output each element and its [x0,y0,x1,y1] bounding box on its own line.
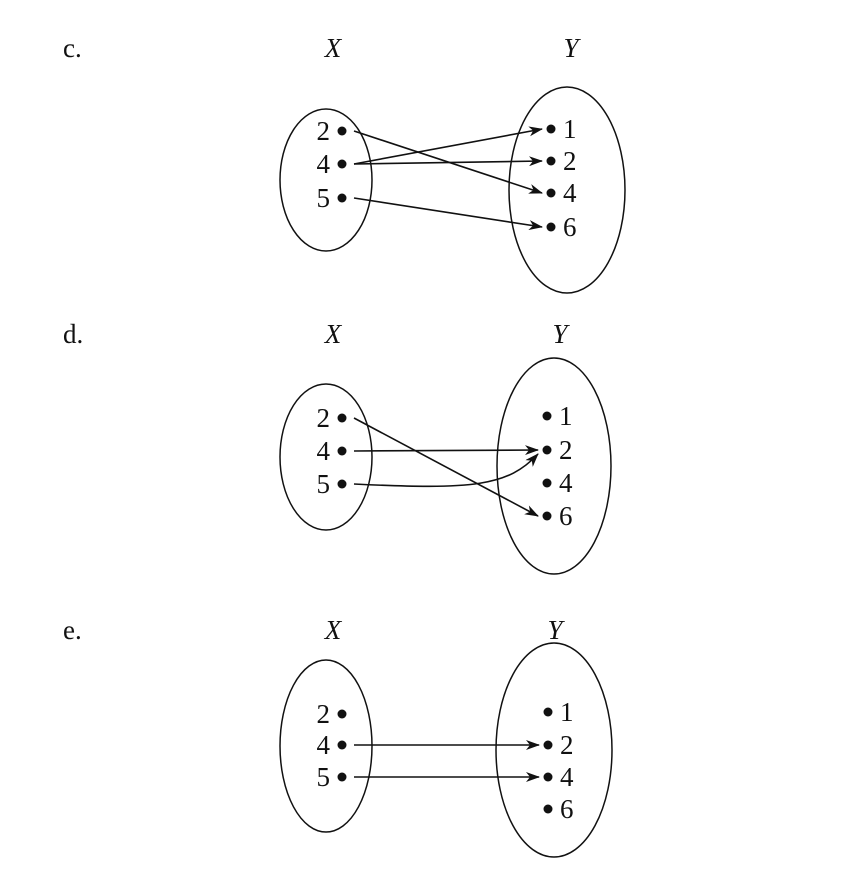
domain-element-label: 5 [317,469,331,499]
domain-element-dot [337,709,347,719]
codomain-set-ellipse [508,86,626,294]
domain-element-label: 5 [317,183,331,213]
mapping-arrow [353,156,543,167]
domain-element-label: 4 [317,436,331,466]
codomain-element-dot [542,478,552,488]
domain-element-dot [337,193,347,203]
mapping-arrow [353,197,543,230]
codomain-element-label: 2 [560,730,574,760]
domain-set-ellipse [279,659,373,833]
codomain-element-label: 1 [560,697,574,727]
domain-set-ellipse [279,108,373,252]
part-label: d. [63,319,83,349]
mapping-arrow [353,417,539,517]
codomain-element-label: 1 [559,401,573,431]
codomain-element-dot [546,222,556,232]
domain-element-label: 5 [317,762,331,792]
codomain-element-dot [542,511,552,521]
codomain-label: Y [563,33,581,63]
codomain-element-label: 4 [560,762,574,792]
codomain-element-label: 4 [563,178,577,208]
codomain-element-label: 2 [563,146,577,176]
codomain-element-dot [546,188,556,198]
domain-element-label: 4 [317,730,331,760]
codomain-label: Y [547,615,565,645]
mapping-arrow [353,126,543,165]
domain-element-label: 2 [317,699,331,729]
domain-label: X [324,615,343,645]
codomain-element-dot [543,772,553,782]
part-label: c. [63,33,82,63]
codomain-element-dot [546,156,556,166]
mapping-arrow [353,453,539,488]
domain-set-ellipse [279,383,373,531]
codomain-label: Y [552,319,570,349]
codomain-element-label: 6 [559,501,573,531]
part-label: e. [63,615,82,645]
codomain-element-dot [543,740,553,750]
codomain-element-dot [542,445,552,455]
codomain-element-label: 6 [563,212,577,242]
domain-element-dot [337,446,347,456]
domain-element-dot [337,413,347,423]
codomain-set-ellipse [496,357,612,575]
domain-element-dot [337,159,347,169]
domain-element-label: 2 [317,403,331,433]
domain-element-dot [337,740,347,750]
mapping-arrow [353,445,539,456]
codomain-element-label: 4 [559,468,573,498]
domain-element-label: 2 [317,116,331,146]
domain-element-dot [337,772,347,782]
domain-label: X [324,319,343,349]
codomain-element-label: 1 [563,114,577,144]
codomain-element-label: 2 [559,435,573,465]
codomain-element-dot [542,411,552,421]
codomain-element-dot [543,707,553,717]
domain-label: X [324,33,343,63]
domain-element-dot [337,479,347,489]
codomain-set-ellipse [495,642,613,858]
codomain-element-label: 6 [560,794,574,824]
codomain-element-dot [546,124,556,134]
domain-element-label: 4 [317,149,331,179]
domain-element-dot [337,126,347,136]
codomain-element-dot [543,804,553,814]
